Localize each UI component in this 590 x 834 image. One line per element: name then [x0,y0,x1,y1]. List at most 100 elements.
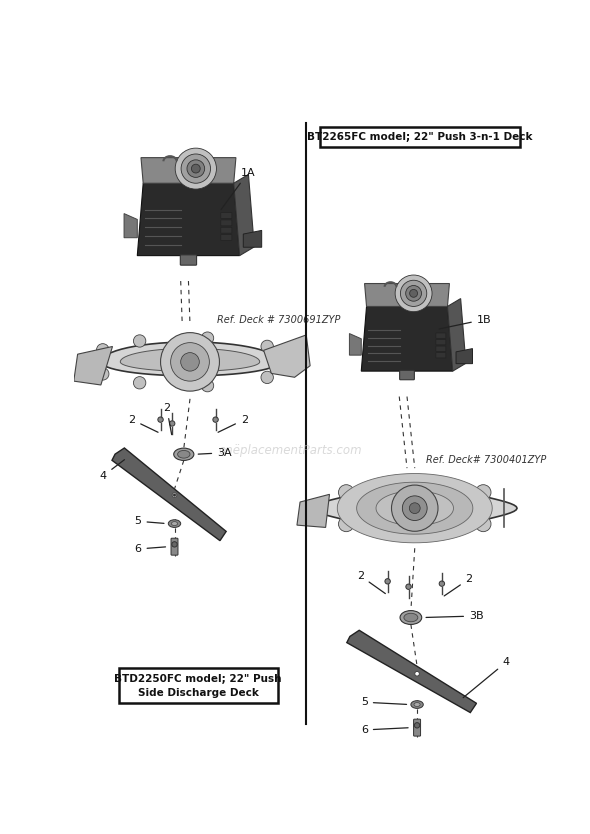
Polygon shape [264,335,310,377]
FancyBboxPatch shape [436,353,446,358]
Circle shape [476,485,491,500]
Circle shape [97,344,109,356]
Circle shape [392,485,438,531]
Text: 2: 2 [444,574,473,596]
Circle shape [414,722,420,728]
Circle shape [402,496,427,520]
Circle shape [439,581,445,586]
Circle shape [406,285,421,301]
FancyBboxPatch shape [119,668,277,703]
Circle shape [191,164,200,173]
Circle shape [261,371,273,384]
Polygon shape [365,284,450,306]
Ellipse shape [400,610,422,625]
Polygon shape [376,491,454,525]
Text: BT2265FC model; 22" Push 3-n-1 Deck: BT2265FC model; 22" Push 3-n-1 Deck [307,132,533,142]
Circle shape [133,334,146,347]
FancyBboxPatch shape [171,538,178,555]
Polygon shape [101,342,279,376]
Circle shape [175,148,217,189]
Circle shape [181,353,199,371]
Polygon shape [347,631,477,712]
Text: 4: 4 [463,657,510,698]
Circle shape [409,503,420,514]
Polygon shape [120,349,260,371]
Circle shape [385,579,391,584]
Text: 2: 2 [128,414,158,432]
Circle shape [160,333,219,391]
Polygon shape [456,349,473,364]
FancyBboxPatch shape [181,255,196,265]
Polygon shape [124,214,137,238]
Circle shape [476,516,491,531]
Circle shape [201,332,214,344]
Text: BTD2250FC model; 22" Push
Side Discharge Deck: BTD2250FC model; 22" Push Side Discharge… [114,674,282,698]
Text: 4: 4 [100,460,124,481]
Polygon shape [74,346,113,385]
Ellipse shape [404,613,418,622]
Circle shape [158,417,163,422]
FancyBboxPatch shape [221,234,232,240]
Ellipse shape [172,521,178,525]
Circle shape [172,541,177,547]
Circle shape [187,160,205,178]
Circle shape [213,417,218,422]
Polygon shape [234,174,254,255]
Circle shape [261,340,273,353]
Circle shape [97,368,109,380]
Circle shape [172,493,177,497]
Text: onëplacementParts.com: onëplacementParts.com [219,444,363,457]
Text: 2: 2 [218,414,248,432]
Ellipse shape [168,520,181,527]
Circle shape [406,584,411,590]
Polygon shape [137,183,240,255]
Text: 5: 5 [361,697,407,707]
Polygon shape [297,495,329,527]
Text: Ref. Deck # 7300691ZYP: Ref. Deck # 7300691ZYP [217,314,340,324]
Circle shape [171,343,209,381]
Ellipse shape [173,448,194,460]
Circle shape [401,280,427,306]
Text: 5: 5 [135,516,164,526]
Circle shape [133,377,146,389]
Polygon shape [337,474,492,543]
Polygon shape [313,488,517,528]
Circle shape [169,421,175,426]
FancyBboxPatch shape [399,370,414,379]
FancyBboxPatch shape [436,339,446,345]
Circle shape [339,485,354,500]
Text: 6: 6 [135,544,166,554]
Text: 1A: 1A [221,168,255,209]
FancyBboxPatch shape [221,213,232,219]
Polygon shape [349,334,361,355]
Circle shape [173,494,176,496]
Text: 6: 6 [361,725,408,735]
Circle shape [415,671,419,676]
Polygon shape [141,158,236,183]
FancyBboxPatch shape [320,127,520,147]
Circle shape [395,275,432,312]
Text: 2: 2 [357,571,385,594]
Text: 2: 2 [163,403,172,435]
FancyBboxPatch shape [221,220,232,226]
Circle shape [339,516,354,531]
Polygon shape [112,448,226,540]
Ellipse shape [411,701,423,708]
Ellipse shape [414,702,420,706]
Circle shape [181,154,211,183]
Text: Ref. Deck# 7300401ZYP: Ref. Deck# 7300401ZYP [427,455,546,465]
Circle shape [83,356,96,368]
Text: 3A: 3A [198,448,232,458]
FancyBboxPatch shape [414,719,421,736]
FancyBboxPatch shape [221,227,232,234]
Ellipse shape [178,450,190,458]
Circle shape [201,379,214,392]
Polygon shape [243,230,262,247]
Polygon shape [447,299,466,371]
FancyBboxPatch shape [436,333,446,339]
Polygon shape [357,482,473,534]
FancyBboxPatch shape [436,346,446,351]
Polygon shape [361,306,453,371]
Text: 1B: 1B [439,314,491,329]
Circle shape [409,289,418,297]
